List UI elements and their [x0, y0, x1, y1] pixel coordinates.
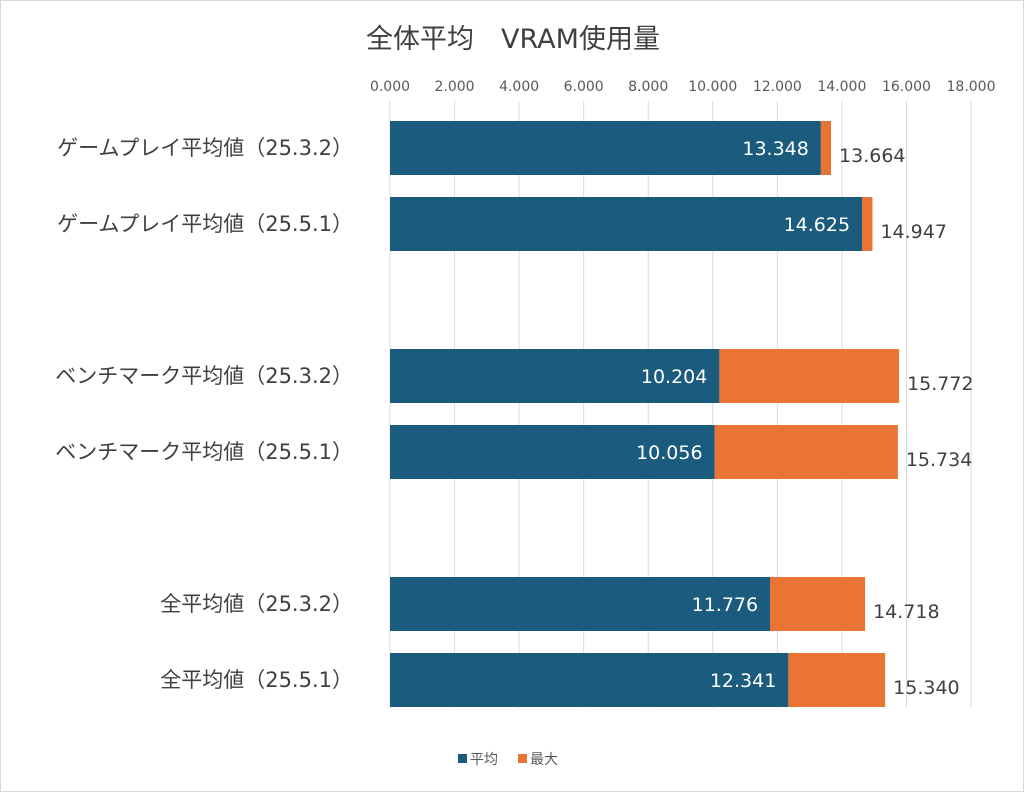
- x-tick-labels: 0.000 2.000 4.000 6.000 8.000 10.000 12.000 14.…: [370, 79, 996, 95]
- x-tick-label: 14.000: [817, 79, 866, 95]
- chart-title: 全体平均 VRAM使用量: [366, 24, 660, 55]
- bars: 13.348 13.664 14.625 14.947 10.204 15.772 10.0…: [390, 121, 974, 707]
- data-label-average: 14.625: [784, 214, 850, 236]
- bar-average: [390, 197, 863, 251]
- bar-max: [788, 653, 886, 707]
- x-tick-label: 10.000: [688, 79, 737, 95]
- data-label-max: 15.734: [906, 449, 972, 471]
- category-label: 全平均値（25.3.2）: [160, 592, 353, 616]
- data-label-max: 15.772: [907, 373, 973, 395]
- bar-max: [862, 197, 873, 251]
- data-label-average: 13.348: [742, 138, 808, 160]
- x-tick-label: 18.000: [947, 79, 996, 95]
- category-labels: ゲームプレイ平均値（25.3.2） ゲームプレイ平均値（25.5.1） ベンチマーク…: [55, 136, 353, 692]
- data-label-average: 10.204: [641, 366, 707, 388]
- x-tick-label: 2.000: [435, 79, 475, 95]
- category-label: ベンチマーク平均値（25.5.1）: [55, 440, 353, 464]
- legend-swatch: [458, 754, 467, 763]
- bar-max: [770, 577, 866, 631]
- data-label-average: 12.341: [710, 670, 776, 692]
- legend-entry: 最大: [530, 752, 558, 768]
- bar-average: [390, 349, 720, 403]
- x-tick-label: 0.000: [370, 79, 410, 95]
- bar-average: [390, 577, 771, 631]
- bar-max: [719, 349, 900, 403]
- x-tick-label: 16.000: [882, 79, 931, 95]
- category-label: ゲームプレイ平均値（25.5.1）: [57, 212, 353, 236]
- data-label-max: 15.340: [893, 677, 959, 699]
- category-label: ベンチマーク平均値（25.3.2）: [55, 364, 353, 388]
- x-tick-label: 6.000: [564, 79, 604, 95]
- data-label-max: 13.664: [839, 145, 905, 167]
- data-label-average: 11.776: [692, 594, 758, 616]
- legend-swatch: [518, 754, 527, 763]
- x-tick-label: 4.000: [499, 79, 539, 95]
- bar-max: [820, 121, 832, 175]
- data-label-max: 14.718: [873, 601, 939, 623]
- legend: 平均 最大: [458, 752, 558, 768]
- bar-average: [390, 653, 789, 707]
- bar-max: [714, 425, 898, 479]
- x-tick-label: 12.000: [753, 79, 802, 95]
- legend-entry: 平均: [470, 752, 498, 768]
- category-label: 全平均値（25.5.1）: [160, 668, 353, 692]
- x-tick-label: 8.000: [628, 79, 668, 95]
- bar-average: [390, 121, 821, 175]
- data-label-average: 10.056: [636, 442, 702, 464]
- bar-average: [390, 425, 715, 479]
- category-label: ゲームプレイ平均値（25.3.2）: [57, 136, 353, 160]
- data-label-max: 14.947: [880, 221, 946, 243]
